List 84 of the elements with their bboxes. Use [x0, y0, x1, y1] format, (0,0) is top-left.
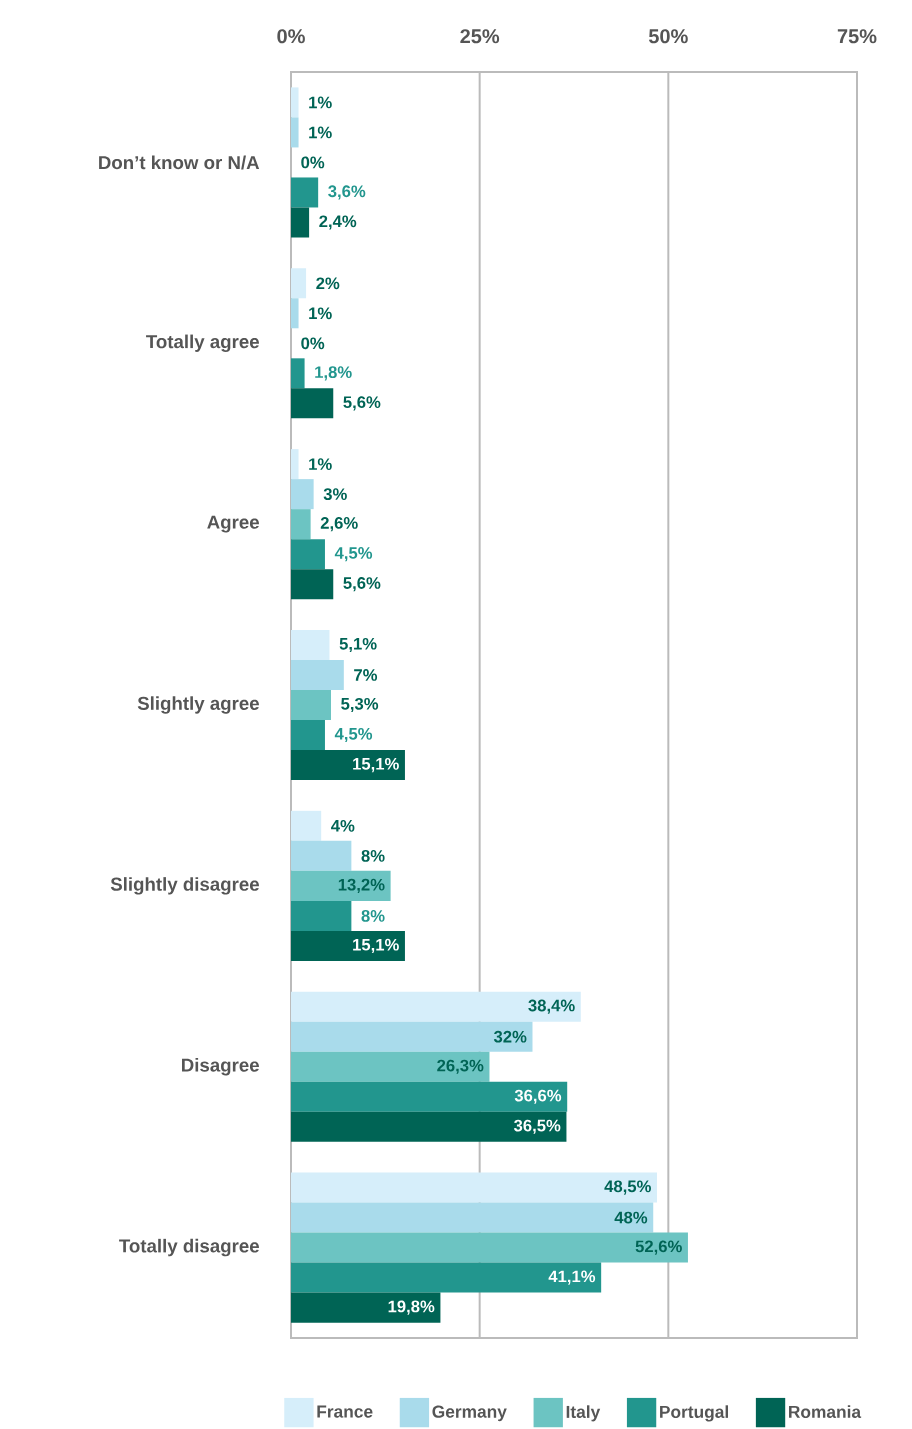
data-label: 1%	[309, 458, 332, 470]
bar	[291, 449, 299, 480]
bar	[291, 388, 334, 419]
data-label: 0%	[301, 337, 325, 350]
data-label: 8%	[361, 910, 385, 922]
legend-label: Italy	[566, 1405, 601, 1422]
bar	[291, 870, 391, 901]
data-label: 48,5%	[604, 1180, 651, 1195]
data-label: 0%	[301, 156, 325, 169]
bar	[291, 1051, 490, 1082]
data-label: 7%	[354, 669, 378, 681]
x-tick-label: 75%	[837, 29, 877, 44]
data-label: 3%	[323, 488, 347, 501]
data-label: 15,1%	[353, 938, 399, 953]
data-label: 41,1%	[548, 1270, 596, 1285]
bar	[291, 1262, 602, 1293]
y-tick-label: Slightly disagree	[110, 877, 259, 895]
legend-label: Romania	[789, 1405, 862, 1419]
data-label: 52,6%	[635, 1240, 682, 1255]
data-label: 1%	[309, 307, 332, 320]
bar	[291, 690, 331, 721]
data-label: 13,2%	[338, 878, 385, 893]
y-tick-label: Totally disagree	[119, 1238, 259, 1257]
data-label: 48%	[614, 1211, 648, 1224]
data-label: 38,4%	[528, 999, 575, 1014]
bar	[291, 1081, 568, 1112]
bar	[291, 1292, 441, 1323]
bar	[291, 810, 322, 841]
legend-label: Germany	[432, 1405, 507, 1422]
data-label: 3,6%	[328, 185, 366, 200]
bar	[291, 268, 307, 299]
bar	[291, 991, 581, 1022]
bar	[291, 358, 305, 389]
bar	[291, 629, 330, 660]
bar	[291, 479, 314, 510]
bar	[291, 298, 299, 329]
data-label: 1,8%	[315, 366, 352, 381]
data-label: 5,6%	[343, 577, 381, 592]
data-label: 36,6%	[514, 1089, 562, 1104]
data-label: 5,6%	[343, 396, 381, 411]
data-label: 32%	[493, 1030, 527, 1043]
bar	[291, 720, 325, 751]
x-tick-label: 0%	[277, 29, 305, 44]
data-label: 2,4%	[319, 215, 357, 230]
data-label: 26,3%	[437, 1059, 484, 1074]
x-tick-label: 25%	[460, 29, 500, 44]
bar	[291, 750, 405, 781]
data-label: 4,5%	[334, 727, 373, 743]
data-label: 2,6%	[320, 517, 358, 532]
data-label: 19,8%	[388, 1300, 435, 1315]
bar	[291, 207, 310, 238]
data-label: 4,5%	[334, 547, 373, 562]
bar	[291, 509, 311, 540]
y-tick-label: Slightly agree	[137, 696, 259, 714]
data-label: 1%	[309, 126, 332, 139]
legend-label: Portugal	[660, 1405, 728, 1422]
bar	[291, 659, 344, 691]
bar	[291, 1021, 533, 1052]
bar	[291, 1202, 654, 1233]
x-tick-label: 50%	[648, 29, 688, 44]
data-label: 4%	[331, 819, 355, 832]
bar	[291, 569, 334, 600]
y-tick-label: Don’t know or N/A	[99, 155, 260, 170]
data-label: 1%	[309, 96, 332, 109]
data-label: 5,1%	[339, 637, 377, 653]
bar	[291, 539, 325, 570]
bar	[291, 840, 352, 871]
y-tick-label: Totally agree	[146, 334, 259, 353]
bar	[291, 1232, 688, 1263]
data-label: 36,5%	[513, 1119, 561, 1134]
data-label: 8%	[361, 849, 385, 862]
bar	[291, 900, 352, 931]
bar	[291, 1111, 567, 1142]
bar	[291, 930, 405, 961]
bar	[291, 1172, 658, 1203]
bar	[291, 117, 299, 148]
data-label: 5,3%	[341, 697, 379, 713]
data-label: 15,1%	[353, 757, 399, 773]
y-tick-label: Disagree	[182, 1057, 259, 1076]
bar	[291, 177, 319, 208]
bar	[291, 87, 299, 118]
y-tick-label: Agree	[207, 515, 259, 533]
legend-label: France	[317, 1405, 373, 1418]
data-label: 2%	[316, 277, 340, 290]
